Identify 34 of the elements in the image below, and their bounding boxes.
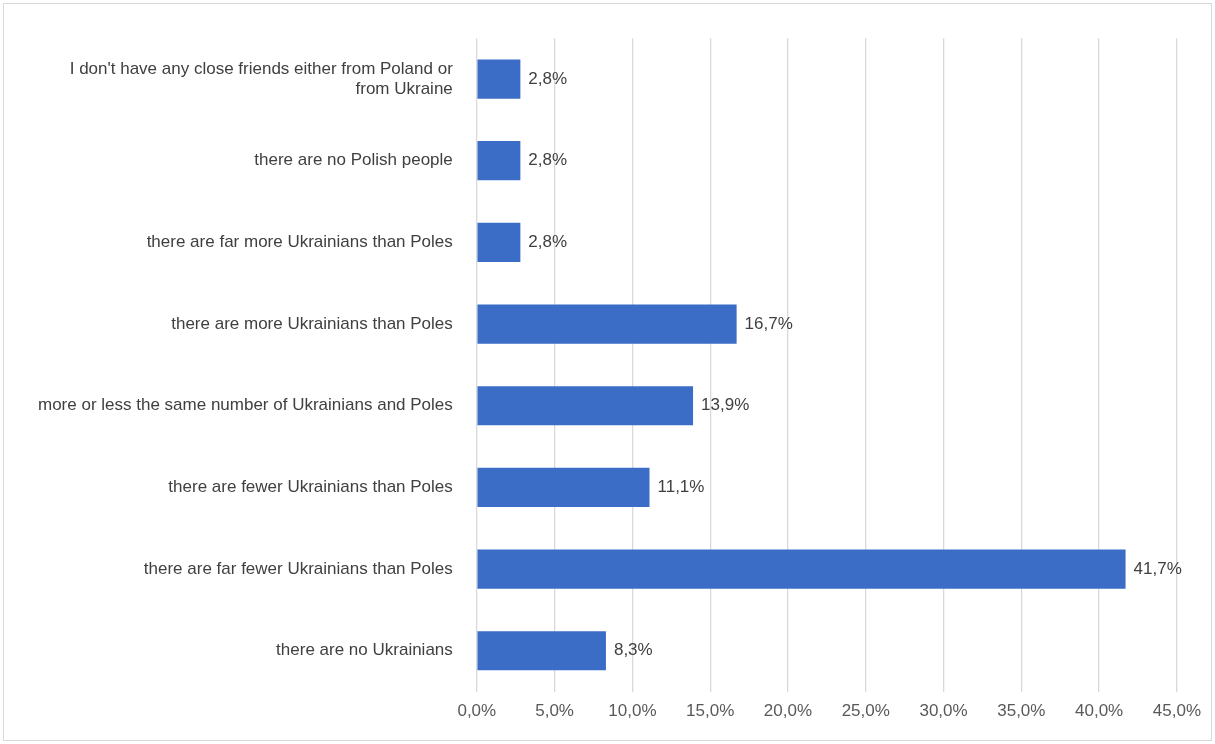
x-tick-label: 10,0%	[608, 701, 657, 721]
x-tick-label: 40,0%	[1075, 701, 1124, 721]
y-tick-label: there are fewer Ukrainians than Poles	[168, 477, 453, 497]
data-label: 41,7%	[1133, 558, 1182, 578]
x-tick-label: 30,0%	[919, 701, 968, 721]
bar	[477, 222, 521, 262]
bar	[477, 386, 694, 426]
data-label: 8,3%	[613, 640, 653, 660]
x-tick-label: 0,0%	[457, 701, 497, 721]
y-tick-label: more or less the same number of Ukrainians and Poles	[37, 395, 453, 415]
data-label: 13,9%	[701, 395, 750, 415]
bar	[477, 467, 650, 508]
y-tick-label: there are more Ukrainians than Poles	[171, 313, 453, 333]
y-tick-label: there are far more Ukrainians than Poles	[146, 232, 453, 252]
y-tick-label: there are no Ukrainians	[276, 640, 453, 660]
bar	[477, 304, 737, 344]
y-tick-label: there are no Polish people	[254, 150, 453, 170]
data-label: 16,7%	[744, 313, 793, 333]
bar	[477, 549, 1126, 589]
y-tick-label: I don't have any close friends either from Poland or from Ukraine	[69, 58, 454, 98]
x-tick-label: 35,0%	[997, 701, 1046, 721]
data-label: 2,8%	[528, 232, 568, 252]
data-label: 11,1%	[657, 477, 705, 497]
bar	[477, 141, 521, 181]
data-label: 2,8%	[528, 150, 568, 170]
y-tick-label: there are far fewer Ukrainians than Poles	[143, 558, 453, 578]
x-tick-label: 15,0%	[686, 701, 735, 721]
x-tick-label: 25,0%	[841, 701, 890, 721]
x-tick-label: 45,0%	[1152, 701, 1201, 721]
x-tick-label: 5,0%	[535, 701, 574, 721]
bar	[477, 631, 606, 671]
data-label: 2,8%	[528, 68, 568, 88]
x-tick-label: 20,0%	[763, 701, 813, 721]
bar	[477, 59, 521, 99]
